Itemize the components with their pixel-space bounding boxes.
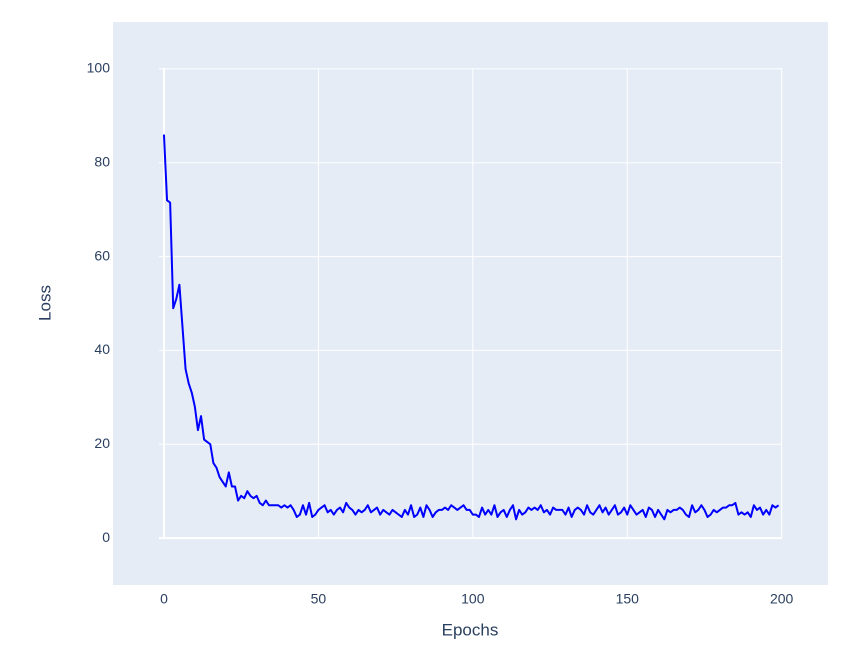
y-tick-label: 40 [94, 341, 110, 357]
x-tick-label: 200 [770, 591, 794, 607]
y-axis-title: Loss [35, 285, 54, 321]
y-tick-label: 80 [94, 153, 110, 169]
y-tick-label: 100 [87, 60, 111, 76]
x-tick-label: 100 [461, 591, 485, 607]
y-tick-label: 20 [94, 435, 110, 451]
y-tick-label: 0 [102, 529, 110, 545]
marks [162, 134, 780, 521]
x-tick-label: 150 [616, 591, 640, 607]
x-tick-label: 50 [311, 591, 327, 607]
x-tick-label: 0 [160, 591, 168, 607]
line [162, 134, 780, 521]
y-tick-label: 60 [94, 247, 110, 263]
plot-area [113, 22, 828, 585]
x-axis-title: Epochs [442, 620, 499, 639]
